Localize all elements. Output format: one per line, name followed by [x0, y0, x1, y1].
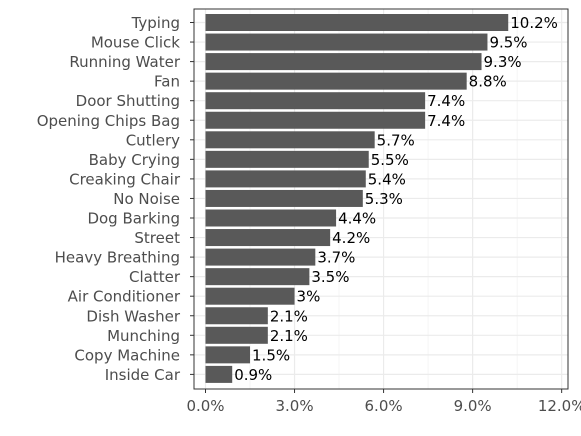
bar: [205, 189, 363, 207]
data-label: 2.1%: [270, 327, 308, 345]
category-label: Creaking Chair: [69, 170, 181, 188]
category-label: Typing: [131, 14, 180, 32]
bar: [205, 131, 375, 149]
category-label: Copy Machine: [74, 346, 180, 364]
data-label: 5.7%: [377, 131, 415, 149]
category-label: Dog Barking: [87, 210, 180, 228]
data-label: 9.3%: [484, 53, 522, 71]
category-label: No Noise: [113, 190, 180, 208]
category-label: Cutlery: [126, 131, 180, 149]
category-label: Street: [134, 229, 180, 247]
bar: [205, 150, 369, 168]
data-label: 9.5%: [489, 34, 527, 52]
x-tick-label: 0.0%: [186, 397, 224, 415]
x-tick-label: 12.0%: [538, 397, 581, 415]
x-tick-label: 6.0%: [365, 397, 403, 415]
bar: [205, 365, 233, 383]
bar: [205, 72, 467, 90]
category-label: Heavy Breathing: [55, 249, 180, 267]
data-label: 7.4%: [427, 112, 465, 130]
bar: [205, 92, 426, 110]
bar: [205, 53, 482, 71]
bar: [205, 287, 295, 305]
data-label: 10.2%: [510, 14, 558, 32]
data-label: 5.4%: [368, 170, 406, 188]
category-label: Inside Car: [105, 366, 181, 384]
bar: [205, 111, 426, 129]
category-label: Dish Washer: [86, 307, 180, 325]
bar: [205, 307, 268, 325]
category-label: Munching: [107, 327, 180, 345]
bar: [205, 229, 331, 247]
data-label: 8.8%: [469, 73, 507, 91]
data-label: 5.3%: [365, 190, 403, 208]
data-label: 5.5%: [371, 151, 409, 169]
category-label: Door Shutting: [76, 92, 180, 110]
category-label: Air Conditioner: [68, 288, 181, 306]
bar: [205, 170, 366, 188]
data-label: 4.2%: [332, 229, 370, 247]
bar: [205, 209, 337, 227]
data-labels: 10.2%9.5%9.3%8.8%7.4%7.4%5.7%5.5%5.4%5.3…: [234, 14, 558, 384]
bar: [205, 248, 316, 266]
bar: [205, 14, 509, 31]
data-label: 1.5%: [252, 346, 290, 364]
bar: [205, 346, 251, 364]
bar: [205, 33, 488, 51]
category-label: Opening Chips Bag: [37, 112, 180, 130]
category-label: Fan: [154, 73, 180, 91]
bar: [205, 326, 268, 344]
plot-panel-border: [193, 8, 569, 390]
category-label: Baby Crying: [89, 151, 180, 169]
data-label: 3.7%: [317, 249, 355, 267]
x-axis-ticks: 0.0% 3.0% 6.0% 9.0% 12.0%: [186, 22, 581, 415]
x-tick-label: 9.0%: [454, 397, 492, 415]
x-tick-label: 3.0%: [275, 397, 313, 415]
data-label: 0.9%: [234, 366, 272, 384]
data-label: 2.1%: [270, 307, 308, 325]
bar: [205, 268, 310, 286]
bars: [205, 14, 509, 383]
category-label: Mouse Click: [91, 34, 180, 52]
data-label: 3.5%: [311, 268, 349, 286]
data-label: 3%: [297, 288, 321, 306]
data-label: 4.4%: [338, 210, 376, 228]
data-label: 7.4%: [427, 92, 465, 110]
category-label: Clatter: [129, 268, 181, 286]
category-label: Running Water: [69, 53, 180, 71]
